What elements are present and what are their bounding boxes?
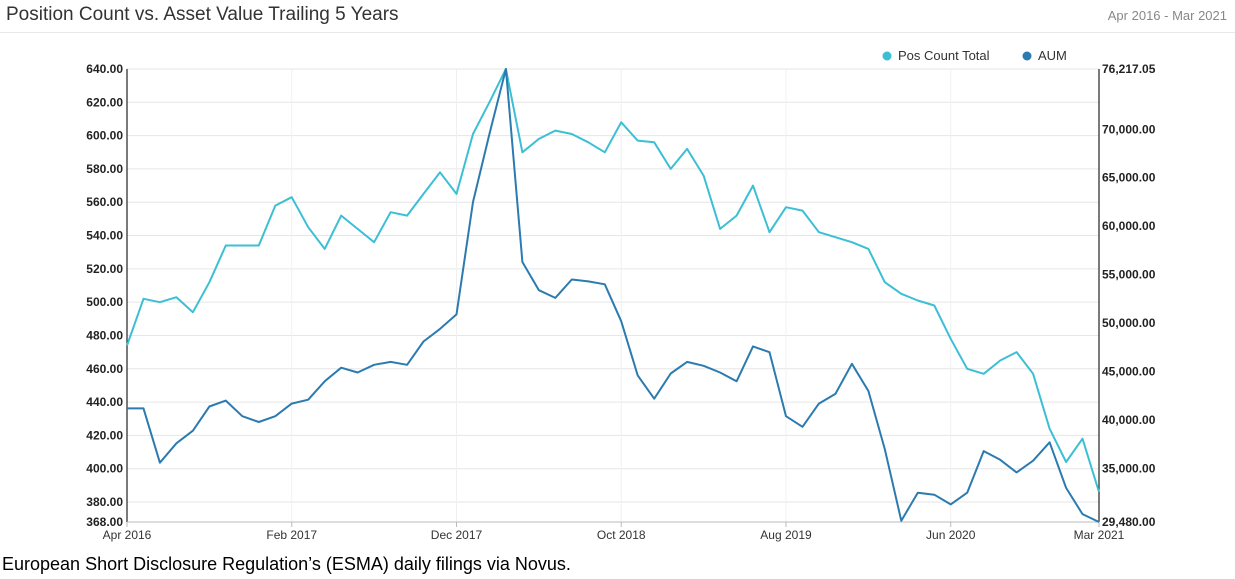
y-left-tick-label: 480.00 <box>86 328 123 342</box>
legend-item[interactable]: AUM <box>1022 48 1067 63</box>
y-right-tick-label: 60,000.00 <box>1102 219 1156 233</box>
y-right-tick-label: 50,000.00 <box>1102 316 1156 330</box>
legend-marker <box>1022 51 1032 61</box>
series-line-aum <box>127 68 1100 523</box>
y-right-tick-label: 29,480.00 <box>1102 515 1156 529</box>
y-left-tick-label: 500.00 <box>86 295 123 309</box>
y-left-tick-label: 400.00 <box>86 462 123 476</box>
series-line-pos-count-total <box>126 68 1100 493</box>
y-left-tick-label: 368.00 <box>86 515 123 529</box>
y-left-tick-label: 380.00 <box>86 495 123 509</box>
legend-item[interactable]: Pos Count Total <box>882 48 990 63</box>
chart-legend: Pos Count Total AUM <box>882 48 1067 63</box>
y-left-tick-label: 620.00 <box>86 95 123 109</box>
y-right-tick-label: 55,000.00 <box>1102 268 1156 282</box>
chart-title: Position Count vs. Asset Value Trailing … <box>6 4 399 25</box>
y-left-tick-label: 600.00 <box>86 129 123 143</box>
y-left-tick-label: 560.00 <box>86 195 123 209</box>
chart-canvas: 368.00 380.00 400.00 420.00 440.00 460.00 480.… <box>86 48 1156 542</box>
y-left-tick-label: 520.00 <box>86 262 123 276</box>
y-left-tick-label: 640.00 <box>86 62 123 76</box>
y-right-tick-label: 65,000.00 <box>1102 171 1156 185</box>
x-tick-label: Dec 2017 <box>431 528 483 542</box>
y-right-tick-label: 45,000.00 <box>1102 365 1156 379</box>
x-tick-label: Feb 2017 <box>266 528 317 542</box>
y-right-tick-label: 70,000.00 <box>1102 122 1156 136</box>
x-tick-label: Jun 2020 <box>926 528 976 542</box>
chart-caption: European Short Disclosure Regulation’s (… <box>2 554 571 574</box>
x-tick-label: Aug 2019 <box>760 528 812 542</box>
y-left-tick-label: 540.00 <box>86 229 123 243</box>
y-left-tick-label: 440.00 <box>86 395 123 409</box>
y-right-tick-label: 40,000.00 <box>1102 413 1156 427</box>
date-range-label: Apr 2016 - Mar 2021 <box>1107 8 1227 23</box>
x-tick-label: Apr 2016 <box>103 528 152 542</box>
legend-label: AUM <box>1038 48 1067 63</box>
x-tick-label: Oct 2018 <box>597 528 646 542</box>
x-tick-label: Mar 2021 <box>1074 528 1125 542</box>
legend-marker <box>882 51 892 61</box>
y-left-tick-label: 460.00 <box>86 362 123 376</box>
y-right-tick-label: 35,000.00 <box>1102 461 1156 475</box>
chart-header: Position Count vs. Asset Value Trailing … <box>0 0 1235 33</box>
y-right-tick-label: 76,217.05 <box>1102 62 1156 76</box>
y-left-tick-label: 580.00 <box>86 162 123 176</box>
y-left-tick-label: 420.00 <box>86 428 123 442</box>
legend-label: Pos Count Total <box>898 48 990 63</box>
